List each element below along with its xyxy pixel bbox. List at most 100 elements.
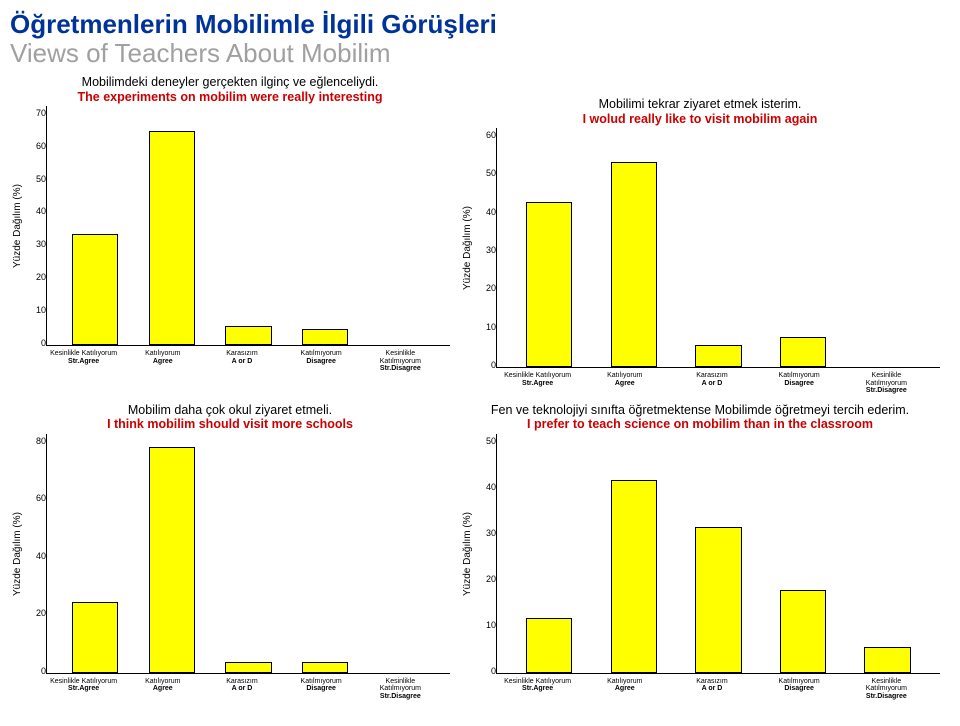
- x-label-tr: Karasızım: [676, 678, 748, 686]
- x-label: KatılıyorumAgree: [127, 350, 199, 373]
- bar: [611, 480, 657, 673]
- x-label-tr: Kesinlikle Katılmıyorum: [364, 678, 436, 693]
- x-label-tr: Katılıyorum: [127, 678, 199, 686]
- x-label-tr: Katılmıyorum: [763, 678, 835, 686]
- y-axis-label: Yüzde Dağılım (%): [460, 434, 476, 674]
- x-label: Kesinlikle KatılıyorumStr.Agree: [502, 678, 574, 701]
- x-label-en: Str.Disagree: [850, 387, 922, 395]
- y-tick: 50: [486, 436, 496, 446]
- x-label-tr: Karasızım: [206, 350, 278, 358]
- bar-slot: [65, 106, 125, 345]
- bar-slot: [858, 434, 918, 673]
- x-label-en: Str.Disagree: [364, 365, 436, 373]
- y-ticks: 6050403020100: [476, 128, 496, 368]
- x-label: Kesinlikle KatılıyorumStr.Agree: [48, 678, 120, 701]
- chart-body: Yüzde Dağılım (%)50403020100: [460, 434, 940, 674]
- x-label-en: Disagree: [763, 380, 835, 388]
- y-tick: 30: [486, 528, 496, 538]
- bar: [526, 618, 572, 673]
- y-tick: 40: [486, 207, 496, 217]
- bar: [149, 131, 195, 345]
- chart-4: Fen ve teknolojiyi sınıfta öğretmektense…: [460, 403, 940, 701]
- x-labels-row: Kesinlikle KatılıyorumStr.Agree Katılıyor…: [10, 678, 450, 701]
- bar-slot: [604, 128, 664, 367]
- x-label-en: Disagree: [285, 685, 357, 693]
- y-tick: 40: [36, 206, 46, 216]
- x-label-tr: Kesinlikle Katılmıyorum: [850, 372, 922, 387]
- chart-title-en: I prefer to teach science on mobilim tha…: [460, 417, 940, 431]
- chart-3: Mobilim daha çok okul ziyaret etmeli.I t…: [10, 403, 450, 701]
- y-tick: 20: [486, 574, 496, 584]
- y-axis-label: Yüzde Dağılım (%): [10, 106, 26, 346]
- y-tick: 50: [36, 174, 46, 184]
- x-label: KarasızımA or D: [206, 678, 278, 701]
- y-tick: 40: [486, 482, 496, 492]
- bar-slot: [519, 434, 579, 673]
- chart-title-tr: Mobilimdeki deneyler gerçekten ilginç ve…: [10, 75, 450, 89]
- y-ticks: 50403020100: [476, 434, 496, 674]
- x-label-en: Disagree: [763, 685, 835, 693]
- y-tick: 40: [36, 551, 46, 561]
- x-label: KatılmıyorumDisagree: [285, 350, 357, 373]
- x-labels-row: Kesinlikle KatılıyorumStr.AgreeKatılıyor…: [460, 372, 940, 395]
- x-label-tr: Kesinlikle Katılıyorum: [48, 678, 120, 686]
- plot-area: [46, 434, 450, 674]
- x-label: Kesinlikle KatılmıyorumStr.Disagree: [850, 372, 922, 395]
- x-label-en: Agree: [127, 358, 199, 366]
- y-tick: 70: [36, 108, 46, 118]
- bar-slot: [295, 106, 355, 345]
- x-label-en: Agree: [589, 685, 661, 693]
- x-labels-row: Kesinlikle KatılıyorumStr.Agree Katılıyor…: [460, 678, 940, 701]
- bar: [780, 590, 826, 673]
- chart-title-en: I wolud really like to visit mobilim aga…: [460, 112, 940, 126]
- x-label: Kesinlikle KatılıyorumStr.Agree: [502, 372, 574, 395]
- y-tick: 60: [36, 141, 46, 151]
- x-label: Kesinlikle KatılmıyorumStr.Disagree: [850, 678, 922, 701]
- plot-area: [496, 434, 940, 674]
- y-tick: 10: [486, 322, 496, 332]
- y-tick: 10: [36, 305, 46, 315]
- bar: [526, 202, 572, 367]
- bar-slot: [773, 128, 833, 367]
- y-tick: 80: [36, 436, 46, 446]
- x-label: KarasızımA or D: [206, 350, 278, 373]
- chart-body: Yüzde Dağılım (%)806040200: [10, 434, 450, 674]
- bar-slot: [295, 434, 355, 673]
- y-tick: 50: [486, 168, 496, 178]
- y-ticks: 706050403020100: [26, 106, 46, 346]
- bar: [225, 662, 271, 673]
- bar-slot: [372, 106, 432, 345]
- x-label-tr: Katılıyorum: [127, 350, 199, 358]
- y-ticks: 806040200: [26, 434, 46, 674]
- y-tick: 60: [36, 493, 46, 503]
- y-tick: 10: [486, 620, 496, 630]
- bar-slot: [142, 106, 202, 345]
- bar-slot: [218, 106, 278, 345]
- y-tick: 20: [486, 283, 496, 293]
- x-label-tr: Katılıyorum: [589, 678, 661, 686]
- bar-slot: [688, 128, 748, 367]
- x-label-tr: Kesinlikle Katılıyorum: [502, 372, 574, 380]
- bar: [780, 337, 826, 367]
- bar-slot: [218, 434, 278, 673]
- chart-title-en: The experiments on mobilim were really i…: [10, 90, 450, 104]
- x-label-tr: Kesinlikle Katılıyorum: [502, 678, 574, 686]
- x-label: KatılıyorumAgree: [127, 678, 199, 701]
- x-label: KatılmıyorumDisagree: [763, 372, 835, 395]
- bar: [695, 345, 741, 367]
- plot-area: [496, 128, 940, 368]
- bar-slot: [372, 434, 432, 673]
- x-labels-row: Kesinlikle KatılıyorumStr.AgreeKatılıyor…: [10, 350, 450, 373]
- x-label-tr: Katılmıyorum: [285, 678, 357, 686]
- y-axis-label: Yüzde Dağılım (%): [460, 128, 476, 368]
- x-label-en: Agree: [589, 380, 661, 388]
- x-label: KatılmıyorumDisagree: [763, 678, 835, 701]
- bar: [302, 329, 348, 345]
- x-label-tr: Katılmıyorum: [763, 372, 835, 380]
- x-label: KarasızımA or D: [676, 372, 748, 395]
- x-label-tr: Karasızım: [676, 372, 748, 380]
- chart-body: Yüzde Dağılım (%)6050403020100: [460, 128, 940, 368]
- chart-title-en: I think mobilim should visit more school…: [10, 417, 450, 431]
- y-tick: 20: [36, 272, 46, 282]
- charts-grid: Mobilimdeki deneyler gerçekten ilginç ve…: [10, 75, 950, 701]
